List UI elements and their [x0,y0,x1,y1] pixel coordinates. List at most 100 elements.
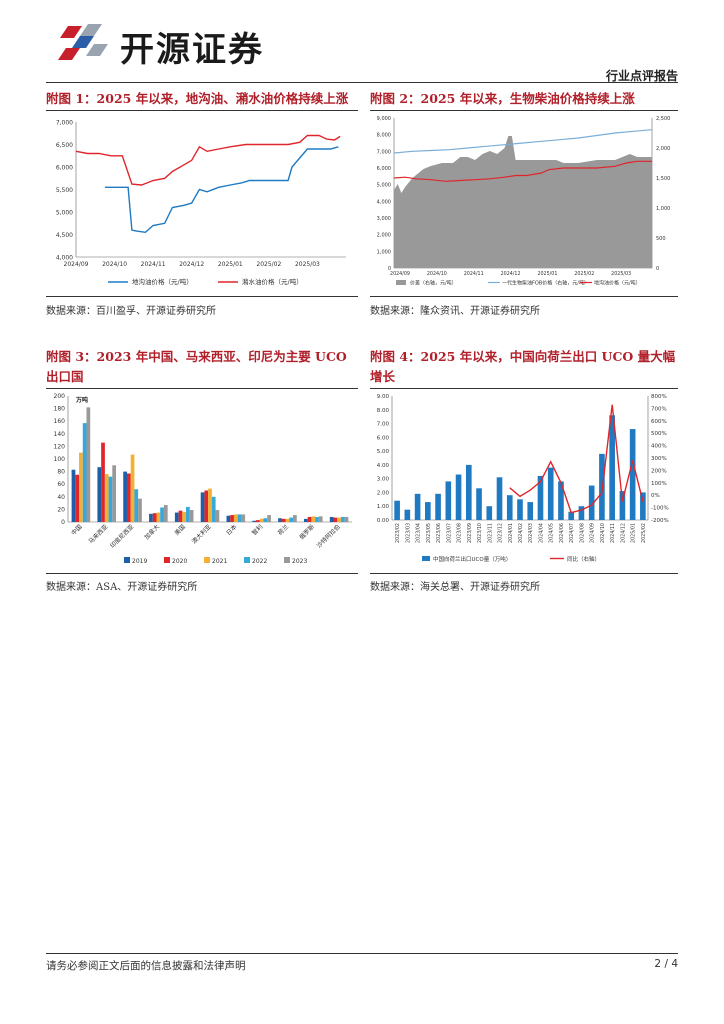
x-tick-label: 2025/01 [631,523,637,543]
series-area-0 [394,136,652,268]
left-y-tick-label: 2,000 [377,233,391,239]
series-line-2 [393,160,652,182]
x-tick-label: 2024/06 [559,523,565,543]
series-line-0 [104,146,339,234]
legend-label: 2022 [252,558,267,565]
legend-label: 同比（右轴） [567,555,600,563]
left-y-tick-label: 4,000 [377,199,391,205]
bar [163,504,168,522]
bar [259,518,264,522]
bar [404,509,411,520]
x-tick-label: 中国 [69,523,83,537]
left-y-tick-label: 2.00 [377,490,390,496]
bar [208,488,212,522]
bar [160,507,164,522]
bar [126,473,131,522]
bar [230,515,234,522]
bar [182,511,187,522]
logo-text: 开源证券 [120,30,264,70]
y-tick-label: 180 [54,406,66,413]
bar [123,471,127,522]
figure-1-source: 数据来源：百川盈孚、开源证券研究所 [46,306,216,317]
right-y-tick-label: -100% [651,506,669,512]
bar [156,512,161,522]
legend-swatch [244,557,250,563]
right-y-tick-label: 0% [651,493,660,499]
bar [237,514,242,522]
right-y-tick-label: 1,500 [656,176,670,182]
bar [537,475,544,520]
y-tick-label: 80 [57,469,65,476]
right-y-tick-label: 800% [651,394,667,400]
x-tick-label: 2023/12 [498,523,504,543]
figure-1-chart: 4,000 4,500 5,000 5,500 6,000 6,500 7,000 2024/… [56,120,346,286]
bar [189,510,194,522]
bar [278,518,282,522]
x-tick-label: 2023/09 [467,523,473,543]
bar [394,500,400,520]
x-tick-label: 2024/11 [610,523,616,543]
figure-3-bottom-divider [46,573,358,574]
bar [425,502,431,520]
figure-4-title-divider [370,388,678,389]
figure-3-title-divider [46,388,358,389]
bar [149,513,153,522]
bar [252,520,257,522]
bar [506,495,513,520]
unit-label: 万吨 [75,396,88,404]
x-tick-label: 2024/02 [518,523,524,543]
x-tick-label: 美国 [173,523,187,537]
x-tick-label: 2024/11 [141,261,166,268]
footer-disclaimer: 请务必参阅正文后面的信息披露和法律声明 [46,960,246,972]
x-tick-label: 2023/03 [405,523,411,543]
bar [204,490,209,522]
bar [233,514,238,522]
bar [435,493,441,520]
series-line-1 [75,134,341,186]
right-y-tick-label: 1,000 [656,206,670,212]
x-tick-label: 2023/06 [436,523,442,543]
series-line-1 [393,129,653,154]
bar [455,474,462,520]
bar [315,516,319,522]
right-y-tick-label: 300% [651,456,667,462]
left-y-tick-label: 8.00 [377,408,390,414]
legend-swatch [422,556,430,561]
x-tick-label: 俄罗斯 [298,523,316,541]
bar [134,489,139,522]
x-tick-label: 2023/11 [487,523,493,543]
bar [104,474,109,522]
bar [101,442,105,522]
y-tick-label: 7,000 [56,120,73,127]
left-y-tick-label: 7,000 [377,149,391,155]
bar [568,511,575,520]
bar [97,467,102,522]
y-tick-label: 6,500 [56,142,73,149]
figure-4-bottom-divider [370,573,678,574]
figure-4-source: 数据来源：海关总署、开源证券研究所 [370,582,540,593]
y-tick-label: 200 [54,393,66,400]
bar [414,493,421,520]
x-tick-label: 2024/10 [102,261,127,268]
figure-1-title: 附图 1：2025 年以来，地沟油、潲水油价格持续上涨 [46,91,349,106]
bar [256,520,260,522]
bar [71,469,76,522]
left-y-tick-label: 3,000 [377,216,391,222]
figure-2-source: 数据来源：隆众资讯、开源证券研究所 [370,306,540,317]
x-tick-label: 2024/08 [579,523,585,543]
figure-2-chart: 0 1,000 2,000 3,000 4,000 5,000 6,000 7,000 8,00… [377,116,671,287]
legend-label: 价差（右轴，元/吨） [410,280,457,287]
x-tick-label: 2023/08 [457,523,463,543]
x-tick-label: 2024/03 [528,523,534,543]
legend-swatch [204,557,210,563]
bar [303,518,308,522]
bar [79,452,83,522]
bar [82,423,87,522]
legend-label: 2020 [172,558,187,565]
bar [640,492,646,520]
bar [476,488,482,520]
x-tick-label: 2023/10 [477,523,483,543]
figure-2-title: 附图 2：2025 年以来，生物柴油价格持续上涨 [370,91,635,106]
bar [263,518,268,522]
left-y-tick-label: 7.00 [377,422,390,428]
